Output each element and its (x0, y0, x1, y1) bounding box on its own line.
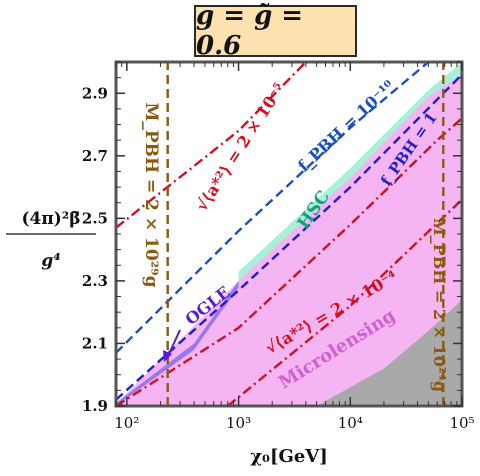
series-line-2 (116, 62, 307, 229)
ogle-arrow-head (163, 350, 172, 362)
region-excluded (316, 299, 462, 406)
y-tick-label: 2.9 (82, 84, 108, 102)
x-tick-label: 10⁴ (338, 414, 363, 432)
plot-area (116, 62, 462, 406)
chart-title: g = g̃ = 0.6 (194, 1, 357, 61)
series-line-1 (116, 73, 462, 401)
y-axis-label-numerator: (4π)²β̄ (21, 209, 80, 229)
y-axis-label-denominator: g⁴ (41, 251, 60, 271)
y-tick-label: 2.7 (82, 147, 108, 165)
y-tick-label: 2.1 (82, 334, 108, 352)
series-line-0 (116, 62, 430, 354)
annotation-label: √⟨a*²⟩ = 2 × 10⁻⁵ (192, 79, 289, 214)
x-tick-label: 10³ (226, 414, 251, 432)
y-tick-label: 2.5 (82, 209, 108, 227)
annotation-label: M_PBH = 2 × 10²⁴g (430, 218, 449, 392)
y-tick-label: 2.3 (82, 272, 108, 290)
x-axis-label: χ₀[GeV] (250, 446, 328, 467)
x-tick-label: 10⁵ (449, 414, 474, 432)
x-tick-label: 10² (114, 414, 139, 432)
series-line-3 (116, 117, 462, 406)
region-hsc (238, 62, 462, 281)
ogle-arrow-line (167, 329, 181, 357)
annotation-label: M_PBH = 2 × 10²⁹g (141, 103, 161, 288)
series-line-4 (226, 198, 462, 406)
y-tick-label: 1.9 (82, 397, 108, 415)
